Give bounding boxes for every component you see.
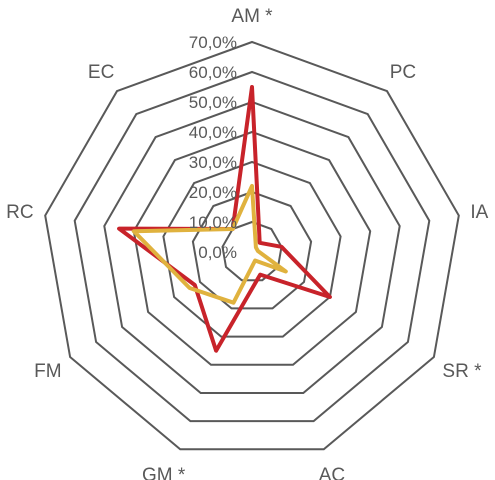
tick-label: 20,0% bbox=[189, 183, 237, 202]
tick-label: 30,0% bbox=[189, 153, 237, 172]
category-label: SR * bbox=[442, 361, 482, 382]
radar-series bbox=[117, 85, 332, 353]
category-label: GM * bbox=[142, 465, 186, 480]
category-label: FM bbox=[34, 361, 61, 382]
tick-label: 60,0% bbox=[189, 63, 237, 82]
tick-label: 40,0% bbox=[189, 123, 237, 142]
category-label: AC bbox=[319, 465, 345, 480]
series-line-2 bbox=[131, 184, 288, 305]
tick-label: 10,0% bbox=[189, 213, 237, 232]
category-labels: AM * PC IA SR * AC GM * FM RC EC bbox=[6, 6, 489, 480]
category-label: AM * bbox=[231, 6, 273, 27]
category-label: RC bbox=[6, 202, 33, 223]
category-label: IA bbox=[470, 202, 488, 223]
tick-label: 0,0% bbox=[198, 243, 237, 262]
tick-label: 70,0% bbox=[189, 33, 237, 52]
grid-ring-2 bbox=[191, 190, 313, 310]
grid-ring-4 bbox=[132, 130, 372, 366]
grid-ring-3 bbox=[162, 160, 342, 338]
grid-ring-6 bbox=[73, 70, 431, 423]
radar-grid bbox=[44, 40, 460, 451]
radial-tick-labels: 0,0% 10,0% 20,0% 30,0% 40,0% 50,0% 60,0% 70,0% bbox=[189, 33, 237, 262]
tick-label: 50,0% bbox=[189, 93, 237, 112]
category-label: PC bbox=[390, 62, 416, 83]
grid-ring-5 bbox=[103, 100, 401, 394]
grid-ring-1 bbox=[221, 220, 283, 282]
category-label: EC bbox=[88, 62, 114, 83]
grid-ring-7 bbox=[44, 40, 460, 451]
